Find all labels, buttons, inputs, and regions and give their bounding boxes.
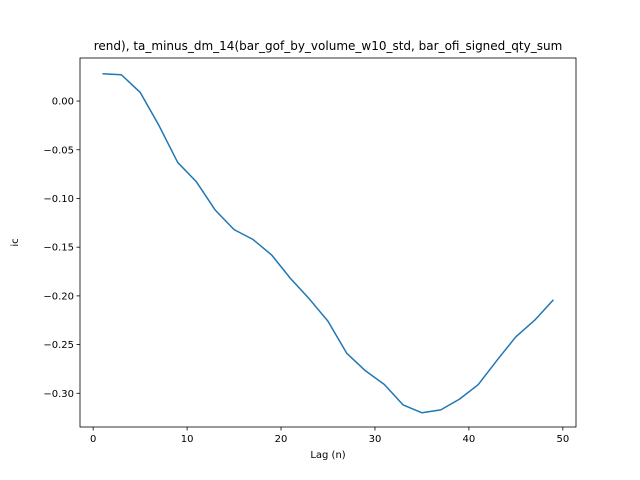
x-tick-label: 20	[275, 434, 288, 445]
x-axis-label: Lag (n)	[310, 450, 345, 461]
chart-title: rend), ta_minus_dm_14(bar_gof_by_volume_…	[94, 39, 563, 53]
y-tick-label: −0.20	[43, 291, 74, 302]
y-tick-label: −0.25	[43, 340, 74, 351]
x-axis: 0 10 20 30 40 50	[90, 427, 569, 445]
x-tick-label: 30	[369, 434, 382, 445]
x-tick-label: 10	[181, 434, 194, 445]
x-tick-label: 40	[463, 434, 476, 445]
y-tick-label: −0.15	[43, 243, 74, 254]
series-line-0	[102, 73, 555, 414]
y-tick-label: −0.30	[43, 389, 74, 400]
x-tick-label: 0	[90, 434, 96, 445]
y-axis-label: ic	[10, 238, 21, 246]
y-tick-label: 0.00	[52, 97, 74, 108]
x-tick-label: 50	[556, 434, 569, 445]
plot-frame	[79, 57, 577, 428]
y-axis: 0.00 −0.05 −0.10 −0.15 −0.20 −0.25 −0.30	[43, 97, 80, 400]
y-tick-label: −0.10	[43, 194, 74, 205]
y-tick-label: −0.05	[43, 145, 74, 156]
plot-area	[79, 57, 577, 428]
